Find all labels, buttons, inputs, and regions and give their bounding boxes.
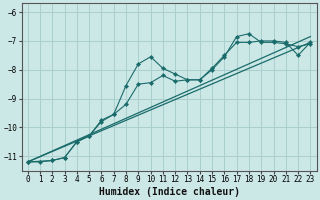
X-axis label: Humidex (Indice chaleur): Humidex (Indice chaleur) [99,186,240,197]
